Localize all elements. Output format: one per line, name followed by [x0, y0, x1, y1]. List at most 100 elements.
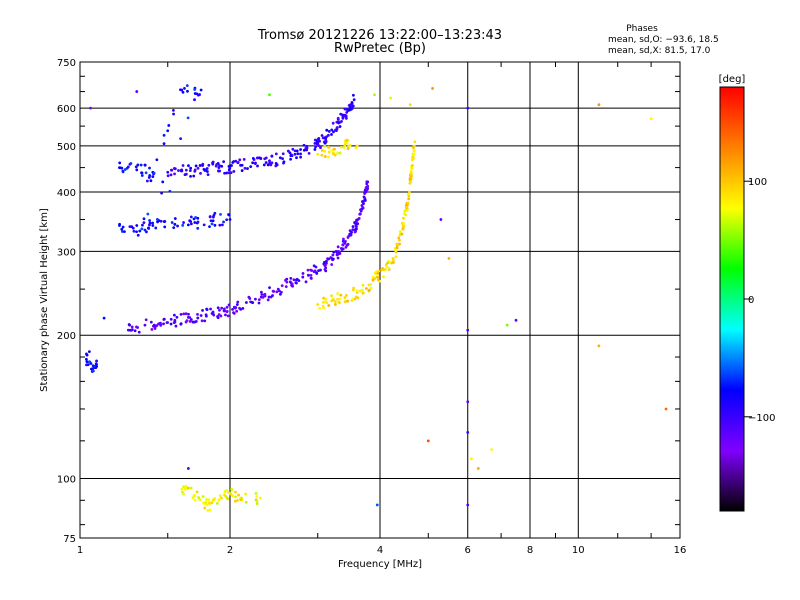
data-point: [140, 174, 144, 177]
scatter-point: [268, 93, 271, 97]
data-point: [234, 306, 238, 309]
data-point: [131, 226, 135, 230]
data-point: [302, 143, 306, 147]
data-point: [302, 148, 306, 152]
scatter-point: [89, 106, 92, 110]
data-point: [306, 268, 310, 272]
data-point: [332, 250, 336, 254]
data-point: [404, 213, 408, 217]
data-point: [169, 168, 173, 172]
data-point: [129, 162, 133, 165]
data-point: [331, 297, 335, 301]
data-point: [240, 169, 244, 172]
data-point: [229, 492, 232, 496]
data-point: [398, 238, 401, 242]
data-point: [148, 174, 152, 177]
data-point: [231, 161, 235, 164]
data-point: [354, 227, 358, 231]
data-point: [249, 165, 253, 169]
data-point: [118, 166, 122, 170]
data-point: [339, 293, 343, 297]
data-point: [211, 161, 214, 165]
data-point: [321, 300, 325, 304]
data-point: [120, 227, 124, 231]
data-point: [391, 258, 395, 262]
data-point: [130, 325, 134, 329]
data-point: [220, 306, 224, 310]
phase-line-x: mean, sd,X: 81.5, 17.0: [608, 46, 711, 56]
data-point: [413, 140, 417, 144]
data-point: [135, 224, 139, 227]
data-point: [238, 306, 241, 310]
data-point: [335, 253, 339, 257]
data-point: [162, 220, 166, 223]
data-point: [326, 133, 330, 137]
data-point: [315, 272, 319, 275]
data-point: [341, 243, 345, 247]
data-point: [330, 148, 334, 152]
data-point: [345, 108, 349, 111]
data-point: [138, 229, 142, 233]
data-point: [188, 169, 192, 173]
data-point: [351, 297, 355, 301]
data-point: [208, 508, 212, 512]
data-point: [286, 149, 290, 153]
x-tick-label: 1: [77, 545, 83, 556]
data-point: [199, 88, 203, 92]
data-point: [196, 316, 200, 320]
data-point: [394, 255, 398, 259]
data-point: [356, 296, 360, 300]
data-point: [324, 139, 328, 142]
data-point: [295, 149, 299, 153]
data-point: [173, 222, 177, 226]
data-point: [238, 158, 242, 162]
data-point: [381, 266, 385, 270]
data-point: [188, 219, 192, 223]
data-point: [210, 222, 214, 226]
data-point: [207, 163, 211, 167]
data-point: [299, 152, 302, 156]
data-point: [136, 233, 140, 237]
data-point: [169, 317, 173, 321]
data-point: [290, 282, 294, 286]
data-point: [169, 322, 173, 326]
data-point: [194, 216, 197, 219]
data-point: [189, 486, 193, 490]
data-point: [223, 493, 226, 497]
data-point: [398, 242, 401, 246]
data-point: [374, 272, 378, 275]
data-point: [181, 164, 185, 167]
colorbar-tick-label: 0: [748, 295, 754, 306]
data-point: [279, 290, 283, 294]
x-axis-label: Frequency [MHz]: [338, 559, 422, 570]
data-point: [179, 322, 183, 326]
data-point: [162, 317, 166, 321]
data-point: [166, 174, 170, 178]
data-point: [196, 312, 199, 316]
data-point: [333, 300, 337, 303]
data-point: [312, 264, 316, 268]
data-point: [355, 225, 358, 228]
data-point: [201, 309, 204, 312]
data-point: [161, 180, 165, 184]
data-point: [338, 297, 341, 301]
data-point: [206, 170, 209, 173]
data-point: [186, 486, 190, 490]
data-point: [319, 268, 322, 272]
data-point: [353, 297, 357, 301]
data-point: [197, 496, 200, 499]
data-point: [264, 156, 268, 160]
grid-lines: [79, 61, 681, 539]
data-point: [144, 171, 148, 175]
data-point: [269, 163, 273, 167]
data-point: [172, 112, 175, 116]
data-point: [173, 172, 176, 176]
data-point: [85, 353, 89, 357]
colorbar-tick-label: −100: [748, 413, 775, 424]
data-point: [172, 166, 176, 170]
scatter-point: [649, 117, 653, 121]
data-point: [327, 257, 331, 261]
data-point: [291, 284, 295, 288]
data-point: [316, 152, 320, 156]
data-point: [407, 190, 411, 194]
